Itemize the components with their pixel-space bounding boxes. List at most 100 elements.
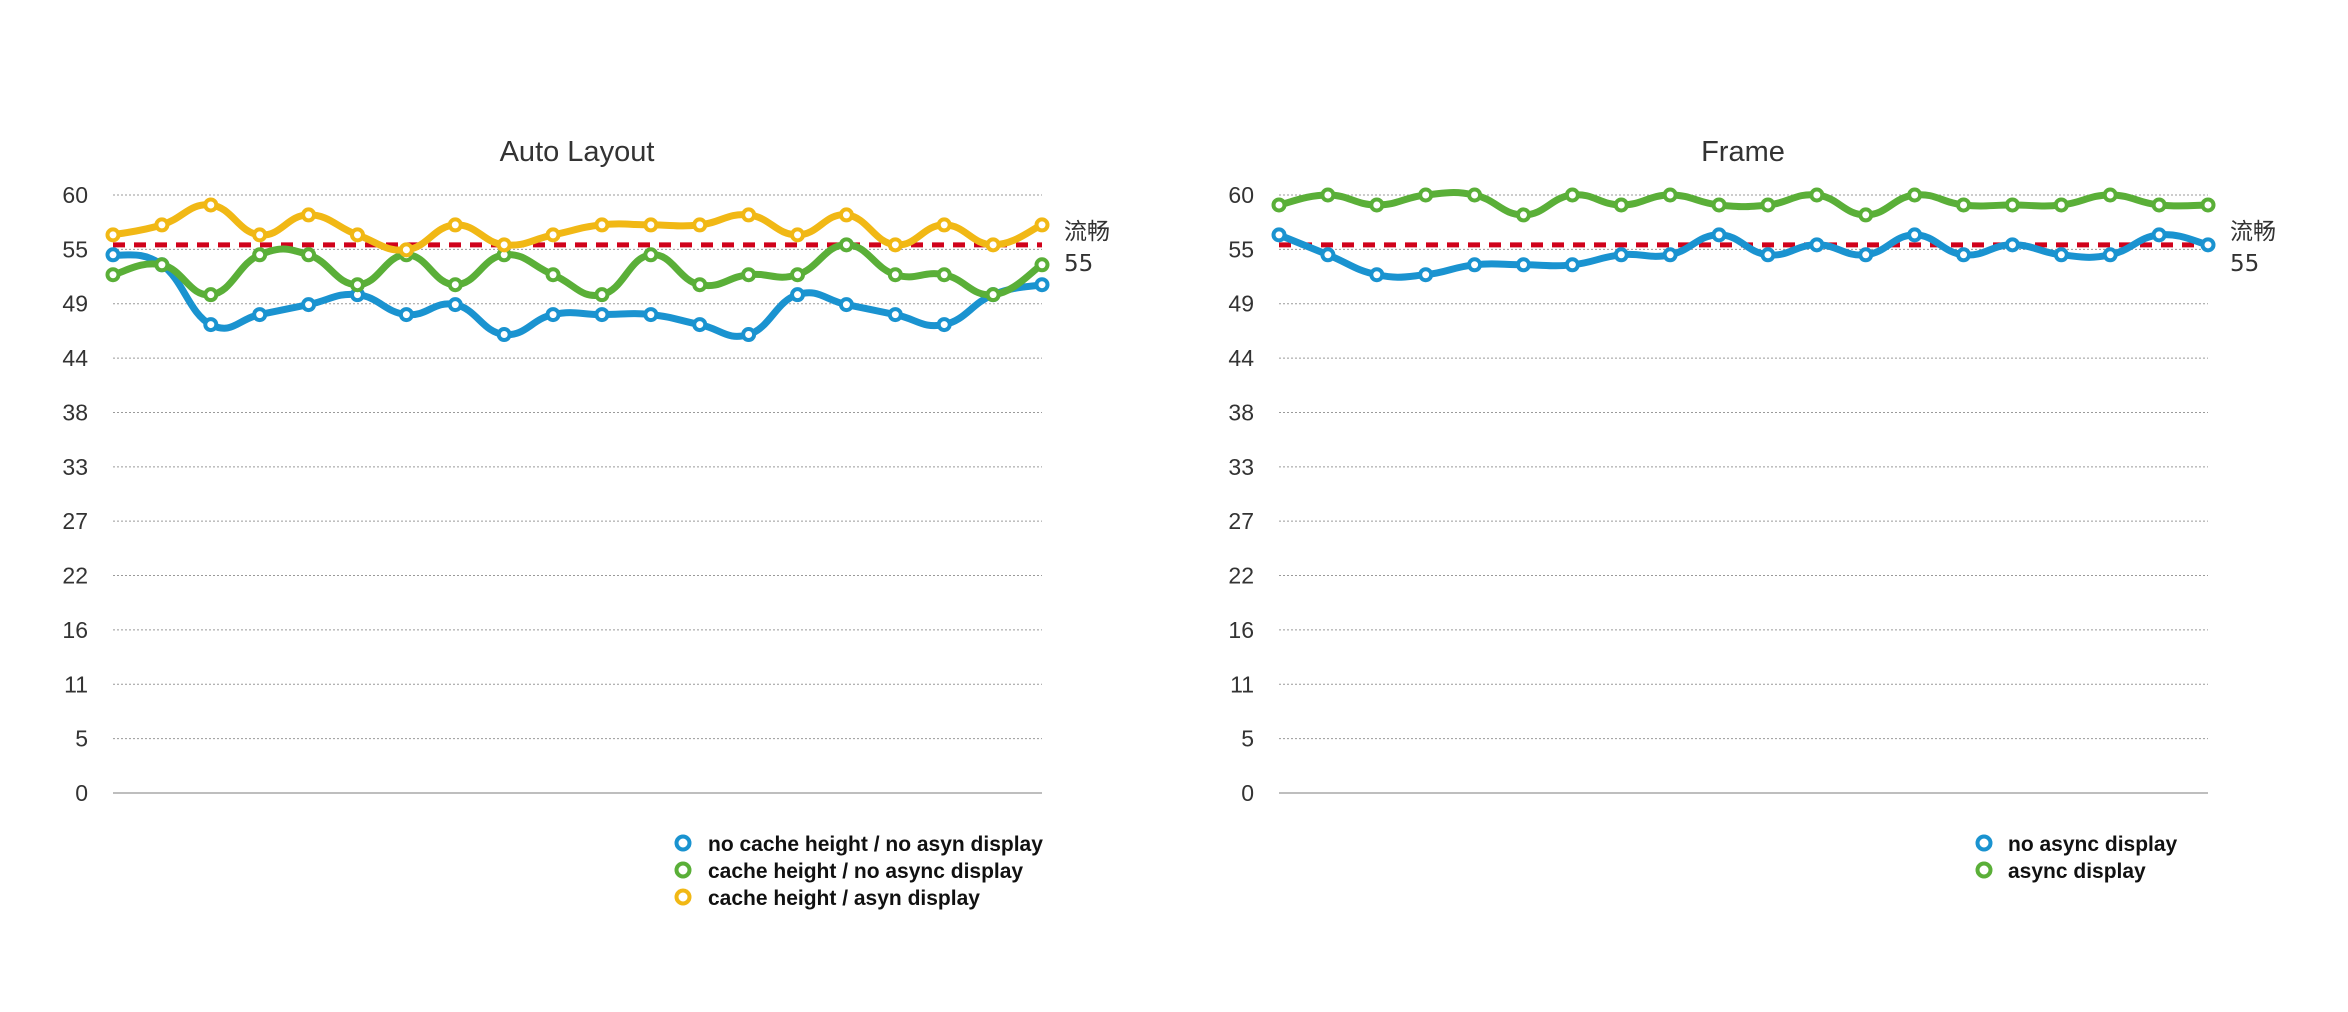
data-point[interactable] [2004,197,2020,213]
data-point[interactable] [2102,247,2118,263]
data-point[interactable] [2053,197,2069,213]
data-point[interactable] [1467,257,1483,273]
data-point[interactable] [887,307,903,323]
data-point[interactable] [887,267,903,283]
data-point[interactable] [1271,227,1287,243]
data-point[interactable] [643,217,659,233]
legend-item[interactable]: async display [1975,860,2147,883]
data-point[interactable] [1711,197,1727,213]
data-point[interactable] [1809,187,1825,203]
data-point[interactable] [2004,237,2020,253]
data-point[interactable] [1956,247,1972,263]
data-point[interactable] [447,277,463,293]
data-point[interactable] [692,317,708,333]
data-point[interactable] [1809,237,1825,253]
data-point[interactable] [594,307,610,323]
data-point[interactable] [1956,197,1972,213]
data-point[interactable] [936,317,952,333]
data-point[interactable] [1564,187,1580,203]
data-point[interactable] [496,237,512,253]
data-point[interactable] [1034,257,1050,273]
data-point[interactable] [252,247,268,263]
data-point[interactable] [105,267,121,283]
data-point[interactable] [1711,227,1727,243]
data-point[interactable] [838,237,854,253]
data-point[interactable] [1858,207,1874,223]
data-point[interactable] [349,277,365,293]
data-point[interactable] [1320,187,1336,203]
data-point[interactable] [790,267,806,283]
data-point[interactable] [545,227,561,243]
data-point[interactable] [154,217,170,233]
data-point[interactable] [1662,247,1678,263]
data-point[interactable] [105,227,121,243]
data-point[interactable] [496,327,512,343]
data-point[interactable] [594,217,610,233]
data-point[interactable] [1369,267,1385,283]
legend-item[interactable]: cache height / asyn display [674,887,981,910]
data-point[interactable] [398,307,414,323]
data-point[interactable] [936,217,952,233]
data-point[interactable] [203,317,219,333]
data-point[interactable] [1418,187,1434,203]
data-point[interactable] [105,247,121,263]
data-point[interactable] [1907,227,1923,243]
data-point[interactable] [838,207,854,223]
data-point[interactable] [1034,217,1050,233]
data-point[interactable] [838,297,854,313]
data-point[interactable] [545,307,561,323]
data-point[interactable] [301,207,317,223]
data-point[interactable] [936,267,952,283]
data-point[interactable] [203,197,219,213]
legend-item[interactable]: no async display [1975,833,2178,856]
data-point[interactable] [301,247,317,263]
data-point[interactable] [203,287,219,303]
data-point[interactable] [1858,247,1874,263]
data-point[interactable] [1760,247,1776,263]
data-point[interactable] [1662,187,1678,203]
data-point[interactable] [447,297,463,313]
data-point[interactable] [692,277,708,293]
data-point[interactable] [1515,257,1531,273]
data-point[interactable] [1515,207,1531,223]
data-point[interactable] [301,297,317,313]
data-point[interactable] [2151,197,2167,213]
data-point[interactable] [1034,277,1050,293]
data-point[interactable] [1907,187,1923,203]
data-point[interactable] [985,237,1001,253]
data-point[interactable] [398,242,414,258]
data-point[interactable] [741,327,757,343]
data-point[interactable] [154,257,170,273]
data-point[interactable] [1320,247,1336,263]
data-point[interactable] [985,287,1001,303]
data-point[interactable] [1467,187,1483,203]
data-point[interactable] [643,307,659,323]
data-point[interactable] [2053,247,2069,263]
data-point[interactable] [1760,197,1776,213]
data-point[interactable] [643,247,659,263]
legend-item[interactable]: no cache height / no asyn display [674,833,1044,856]
data-point[interactable] [887,237,903,253]
data-point[interactable] [741,267,757,283]
data-point[interactable] [252,307,268,323]
data-point[interactable] [252,227,268,243]
legend-item[interactable]: cache height / no async display [674,860,1024,883]
data-point[interactable] [790,227,806,243]
data-point[interactable] [545,267,561,283]
data-point[interactable] [1613,197,1629,213]
data-point[interactable] [692,217,708,233]
data-point[interactable] [2151,227,2167,243]
data-point[interactable] [1418,267,1434,283]
data-point[interactable] [594,287,610,303]
data-point[interactable] [1369,197,1385,213]
data-point[interactable] [2200,197,2216,213]
data-point[interactable] [349,227,365,243]
data-point[interactable] [2102,187,2118,203]
data-point[interactable] [741,207,757,223]
data-point[interactable] [1564,257,1580,273]
data-point[interactable] [790,287,806,303]
data-point[interactable] [1271,197,1287,213]
data-point[interactable] [447,217,463,233]
data-point[interactable] [2200,237,2216,253]
data-point[interactable] [1613,247,1629,263]
